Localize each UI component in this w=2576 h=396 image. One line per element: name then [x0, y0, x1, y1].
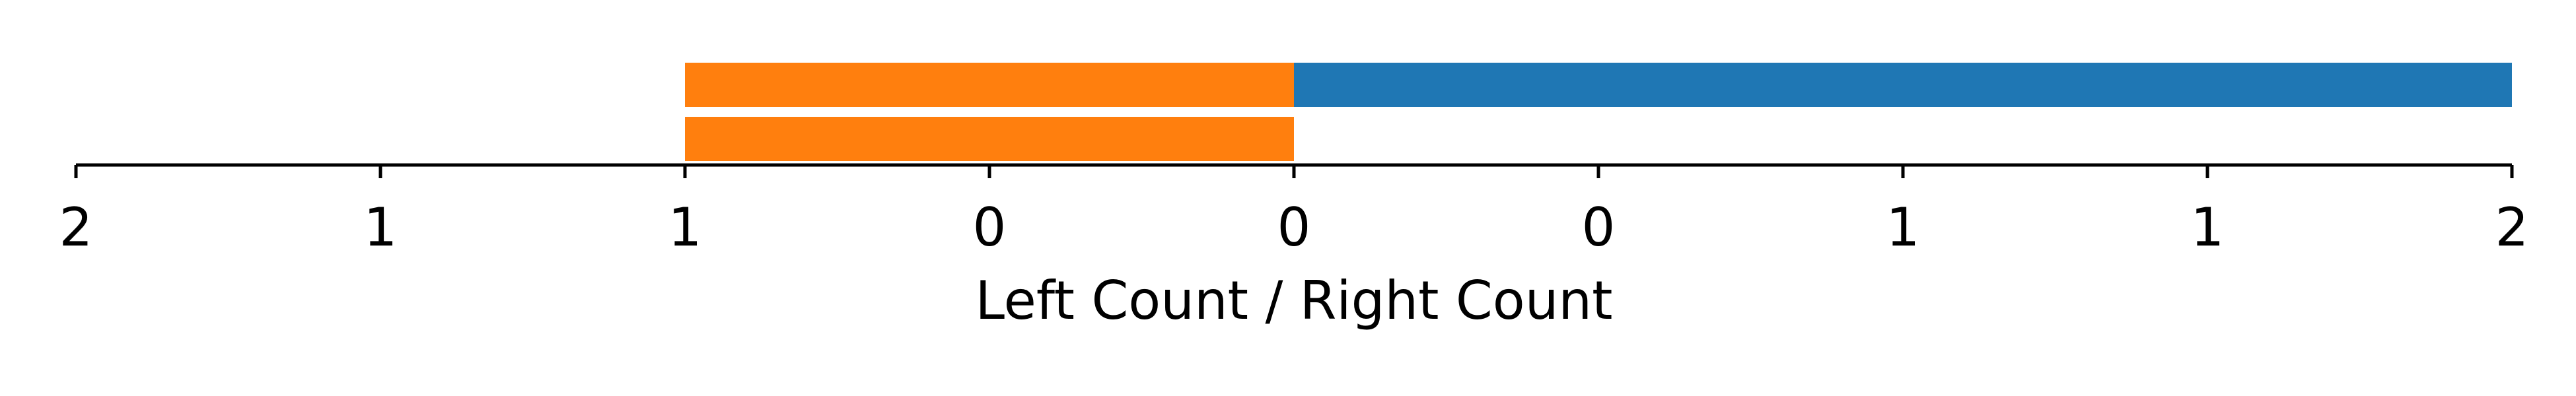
x-tick-label-7: 1 [1886, 197, 1920, 258]
x-tick-label-8: 1 [2191, 197, 2225, 258]
x-tick-label-1: 2 [59, 197, 93, 258]
x-axis-ticks: 2 1 1 0 0 0 1 1 2 [59, 165, 2529, 258]
bar-left-row-2 [685, 117, 1294, 161]
x-tick-label-2: 1 [364, 197, 398, 258]
x-axis-label: Left Count / Right Count [976, 270, 1613, 331]
x-tick-label-5: 0 [1277, 197, 1311, 258]
bars-group [685, 63, 2512, 161]
bar-left-row-1 [685, 63, 1294, 107]
x-tick-label-4: 0 [973, 197, 1007, 258]
bar-right-row-1 [1294, 63, 2512, 107]
x-tick-label-3: 1 [668, 197, 702, 258]
x-tick-label-9: 2 [2495, 197, 2529, 258]
x-tick-label-6: 0 [1582, 197, 1616, 258]
